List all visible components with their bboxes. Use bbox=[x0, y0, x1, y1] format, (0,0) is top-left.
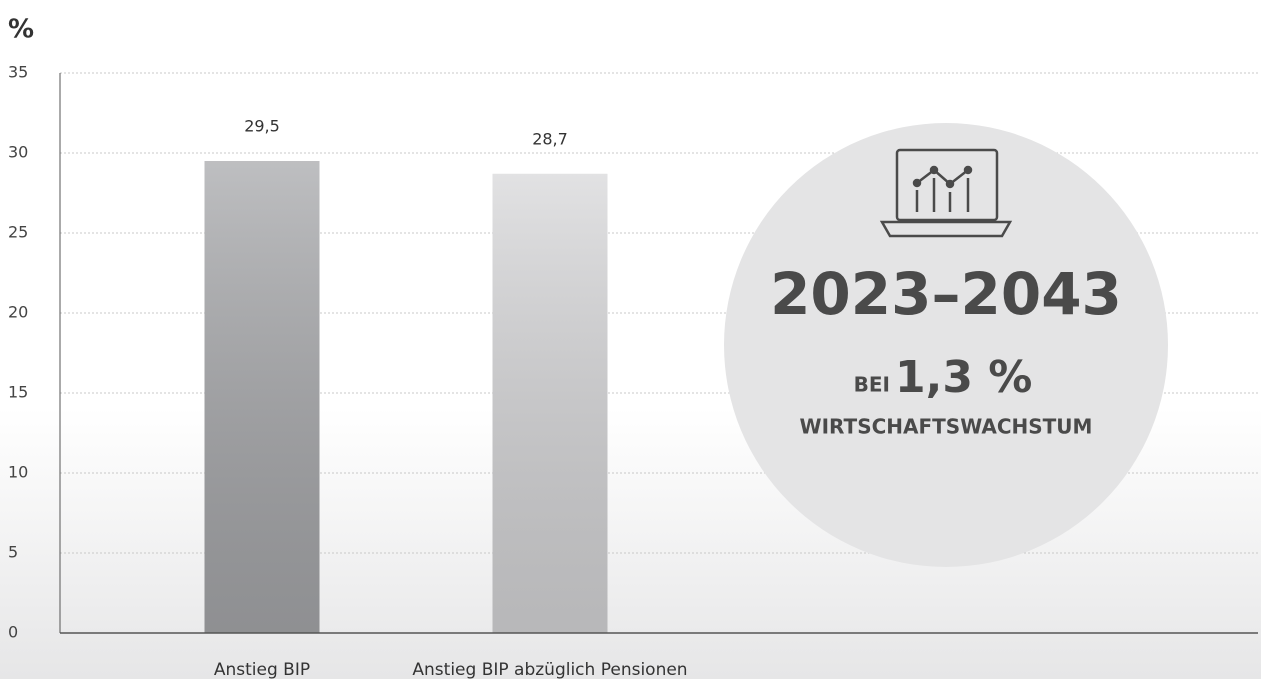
laptop-icon bbox=[879, 148, 1013, 238]
value-label: 29,5 bbox=[244, 117, 280, 136]
y-tick-label: 15 bbox=[8, 383, 28, 402]
x-tick-label: Anstieg BIP bbox=[214, 660, 310, 679]
annotation-circle bbox=[724, 123, 1168, 567]
y-tick-label: 35 bbox=[8, 63, 28, 82]
annotation-caption: WIRTSCHAFTSWACHSTUM bbox=[800, 415, 1093, 439]
x-tick-label: Anstieg BIP abzüglich Pensionen bbox=[412, 660, 687, 679]
bar-shade bbox=[492, 173, 608, 634]
annotation-period: 2023–2043 bbox=[770, 260, 1122, 328]
y-tick-label: 5 bbox=[8, 543, 18, 562]
y-tick-label: 30 bbox=[8, 143, 28, 162]
y-tick-label: 0 bbox=[8, 623, 18, 642]
annotation-prefix: BEI bbox=[854, 373, 890, 397]
y-tick-label: 10 bbox=[8, 463, 28, 482]
y-tick-label: 25 bbox=[8, 223, 28, 242]
value-label: 28,7 bbox=[532, 129, 568, 148]
bar-shade bbox=[204, 161, 320, 633]
annotation-rate: 1,3 % bbox=[895, 352, 1032, 403]
y-axis-label: % bbox=[8, 15, 34, 45]
y-tick-label: 20 bbox=[8, 303, 28, 322]
